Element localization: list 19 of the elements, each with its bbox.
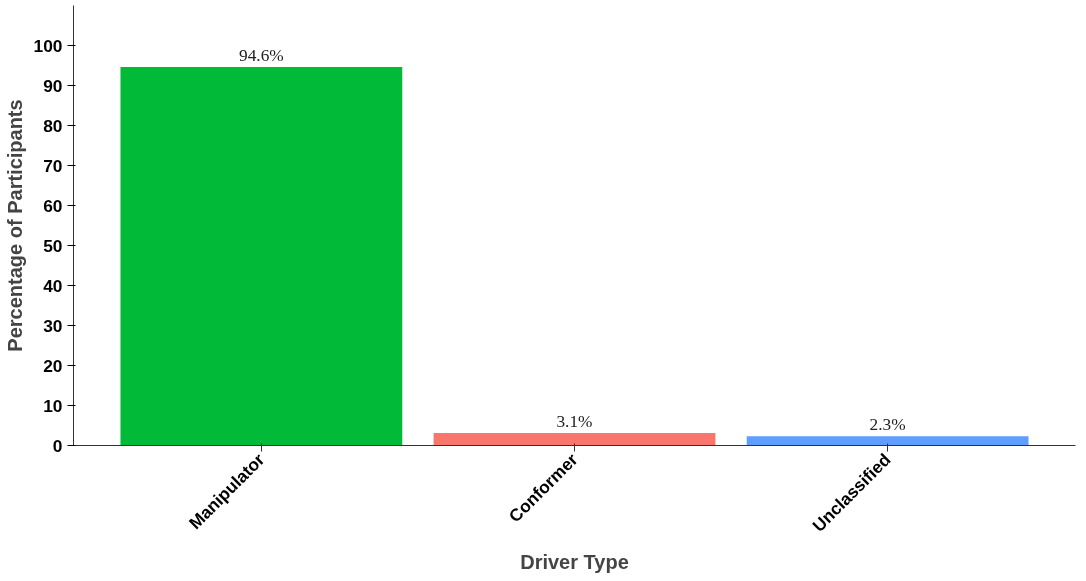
y-tick-label: 30 <box>43 315 63 336</box>
y-tick-label: 0 <box>52 435 63 456</box>
y-tick-label: 20 <box>43 355 63 376</box>
bar <box>746 436 1029 446</box>
data-label: 2.3% <box>869 415 906 435</box>
y-tick-label: 50 <box>43 235 63 256</box>
y-tick-label: 90 <box>43 75 63 96</box>
y-tick-label: 70 <box>43 155 63 176</box>
y-tick-label: 10 <box>43 395 63 416</box>
y-tick-label: 60 <box>43 195 63 216</box>
y-tick-label: 40 <box>43 275 63 296</box>
y-tick-label: 80 <box>43 115 63 136</box>
y-tick-label: 100 <box>33 35 63 56</box>
data-label: 94.6% <box>239 46 284 66</box>
bar <box>120 67 403 446</box>
bar <box>433 433 716 446</box>
data-label: 3.1% <box>556 412 593 432</box>
x-axis-title: Driver Type <box>520 550 629 573</box>
y-axis-title: Percentage of Participants <box>3 99 26 352</box>
